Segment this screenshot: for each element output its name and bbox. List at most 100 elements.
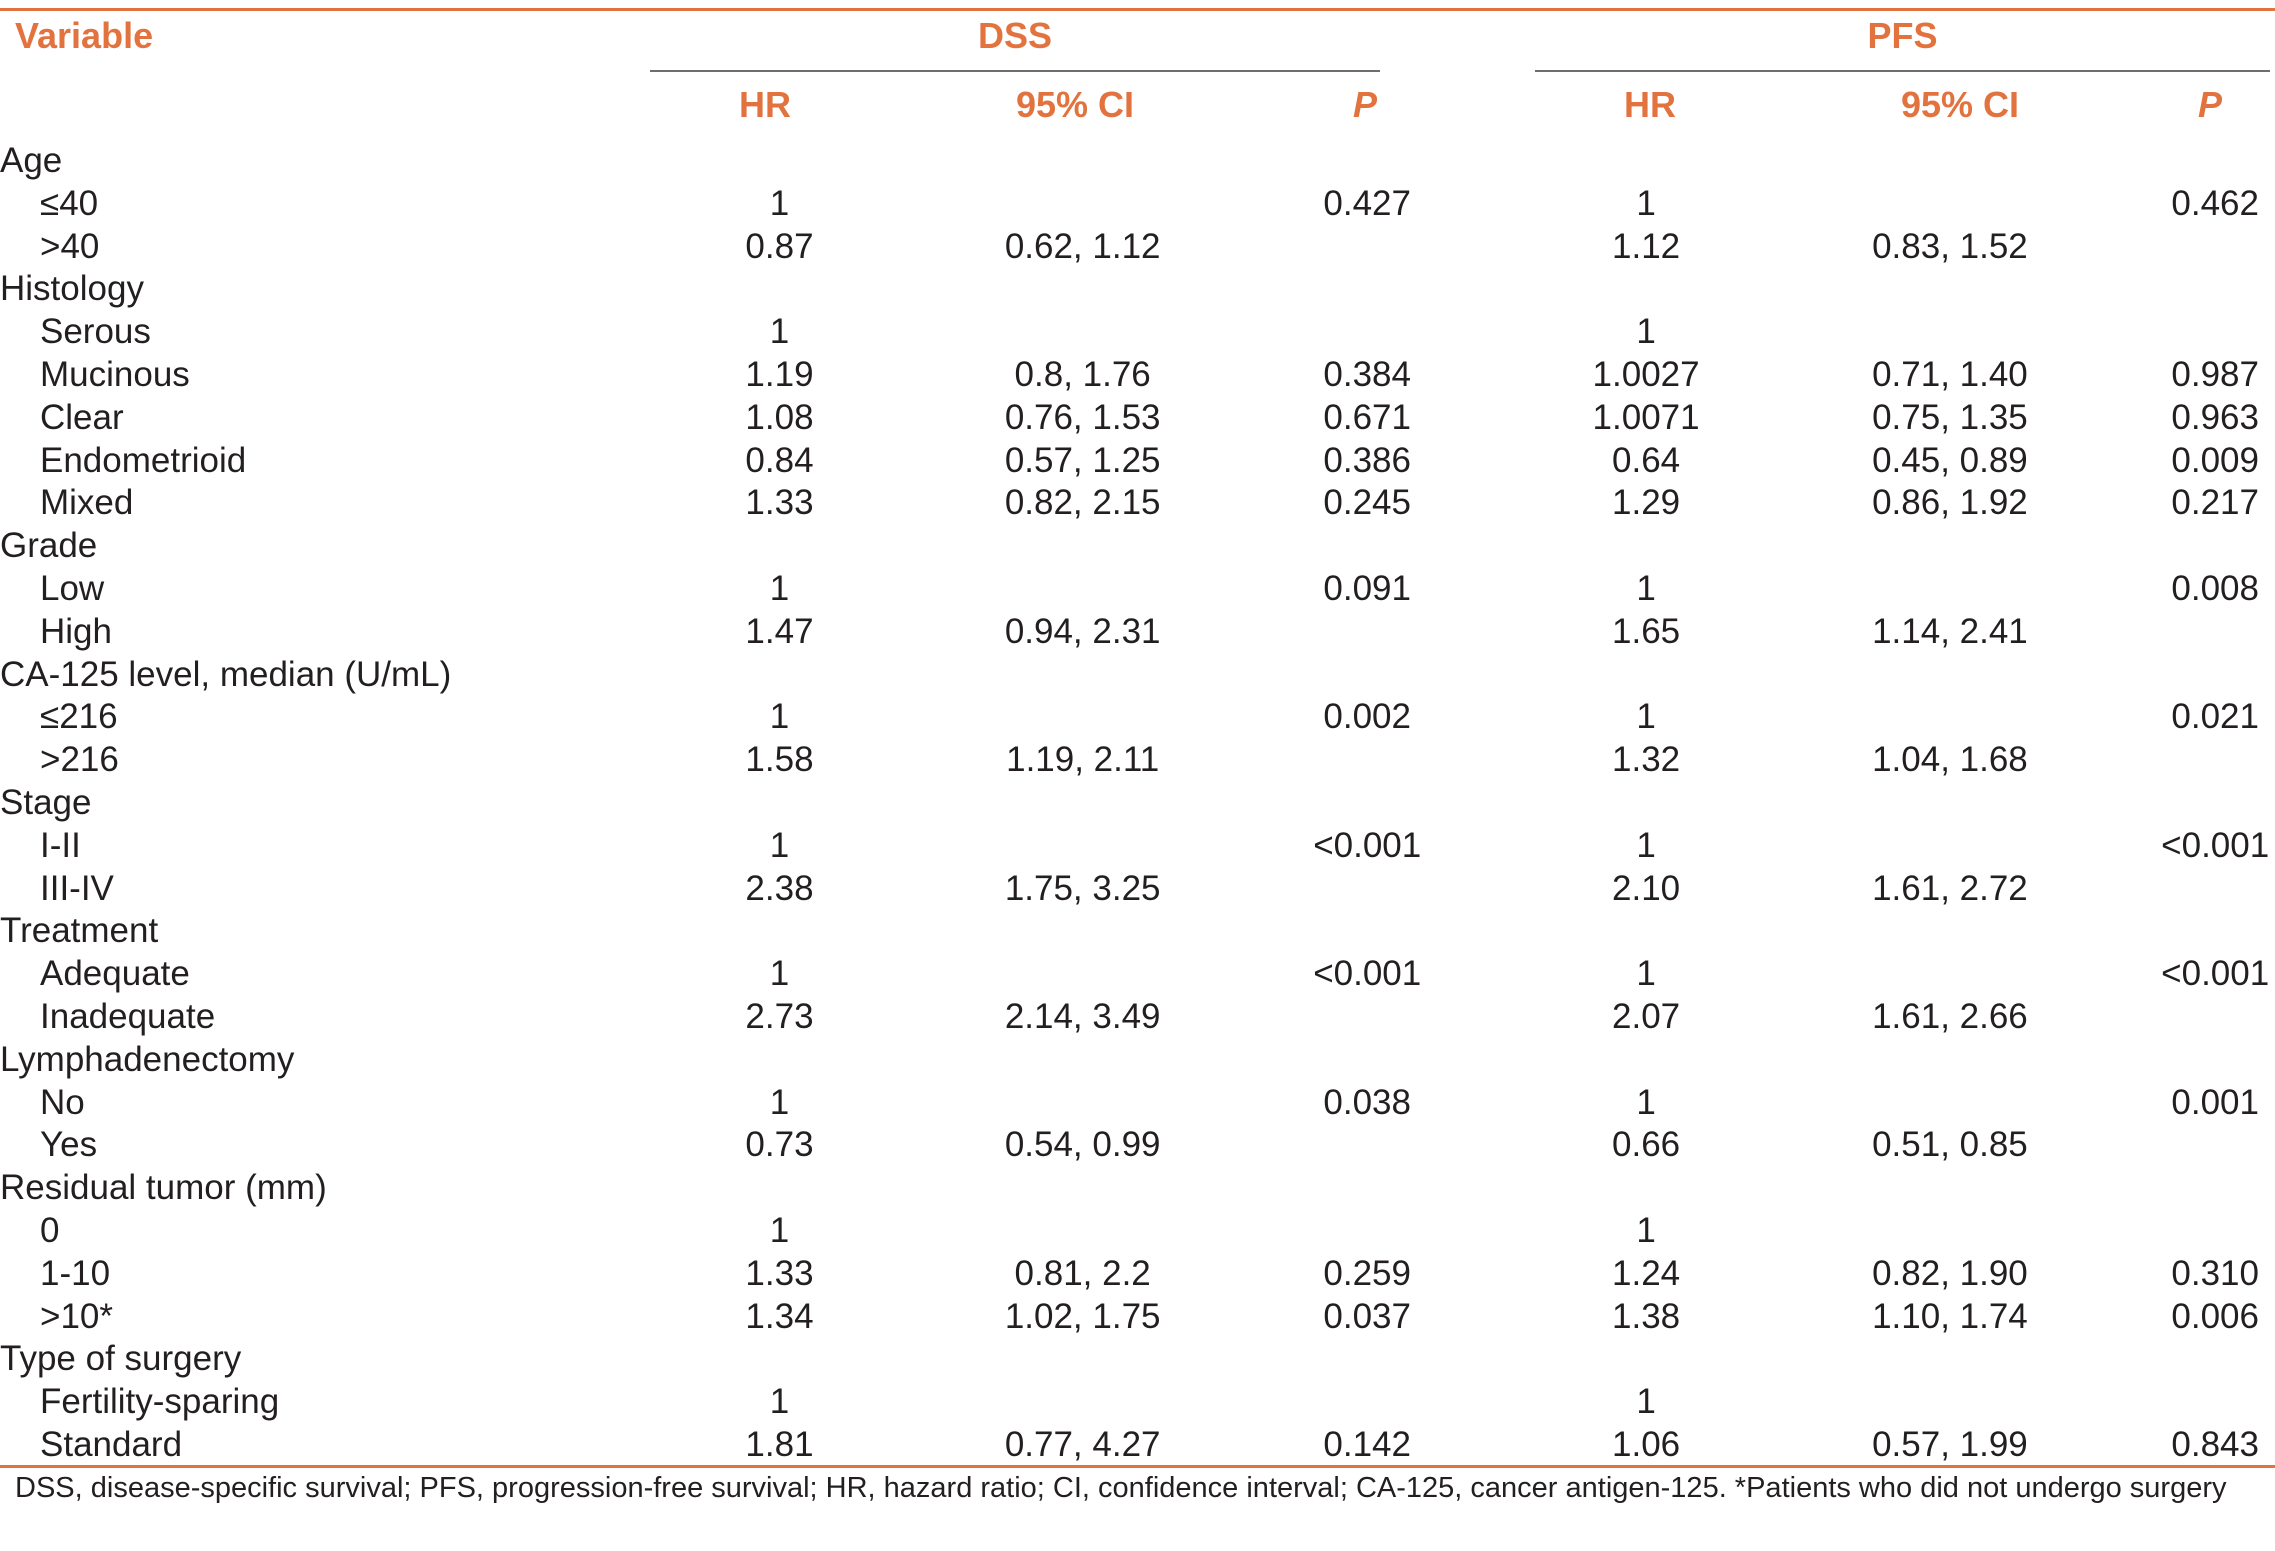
row-label: ≤40 [40, 183, 99, 223]
table-group-row: CA-125 level, median (U/mL) [0, 654, 2275, 697]
pfs-hr-cell: 2.07 [1612, 996, 1681, 1036]
dss-ci-cell [877, 1210, 1288, 1253]
dss-hr-cell: 1 [769, 312, 790, 352]
column-gap [1446, 782, 1547, 825]
dss-ci-cell [877, 910, 1288, 953]
pfs-hr-cell: 0.66 [1612, 1125, 1681, 1165]
top-rule [0, 8, 2275, 11]
pfs-p-cell: 0.963 [2171, 397, 2259, 437]
row-label: Endometrioid [40, 440, 247, 480]
dss-ci-cell [877, 1167, 1288, 1210]
pfs-p-cell [2155, 739, 2275, 782]
dss-ci-cell [877, 311, 1288, 354]
pfs-hr-cell: 1 [1636, 183, 1656, 223]
column-gap [1446, 1210, 1547, 1253]
column-gap [1446, 268, 1547, 311]
pfs-hr-cell [1548, 910, 1745, 953]
dss-hr-cell [682, 525, 877, 568]
pfs-ci-cell [1744, 1338, 2155, 1381]
table-row: Mixed 1.33 0.82, 2.15 0.245 1.29 0.86, 1.92 0.… [0, 482, 2275, 525]
dss-p-cell [1288, 1338, 1446, 1381]
column-gap [1446, 311, 1547, 354]
dss-p-cell [1288, 226, 1446, 269]
pfs-hr-cell: 1.12 [1612, 226, 1681, 266]
dss-hr-cell [682, 910, 877, 953]
row-label: >40 [40, 226, 100, 266]
pfs-hr-cell: 1.24 [1612, 1253, 1681, 1293]
table-row: Serous 1 1 [0, 311, 2275, 354]
pfs-ci-cell [1744, 910, 2155, 953]
pfs-ci-cell [1744, 782, 2155, 825]
pfs-ci-cell [1744, 1167, 2155, 1210]
dss-p-cell [1288, 311, 1446, 354]
header-pfs-p: P [2197, 84, 2222, 125]
header-pfs-ci: 95% CI [1900, 84, 2020, 125]
dss-hr-cell: 1.34 [745, 1296, 814, 1336]
dss-hr-cell: 1 [769, 1382, 790, 1422]
dss-ci-cell: 0.57, 1.25 [1004, 440, 1161, 480]
column-gap [1446, 440, 1547, 483]
dss-ci-cell [877, 1381, 1288, 1424]
pfs-group-underline [1535, 70, 2270, 72]
pfs-hr-cell: 1 [1636, 954, 1656, 994]
column-gap [1446, 611, 1547, 654]
pfs-p-cell [2155, 1167, 2275, 1210]
dss-p-cell: 0.038 [1323, 1082, 1411, 1122]
pfs-ci-cell [1744, 311, 2155, 354]
dss-p-cell: 0.037 [1323, 1296, 1411, 1336]
dss-p-cell [1288, 739, 1446, 782]
row-label: High [40, 611, 112, 651]
pfs-p-cell: 0.843 [2171, 1424, 2259, 1464]
table-row: Mucinous 1.19 0.8, 1.76 0.384 1.0027 0.71, 1.… [0, 354, 2275, 397]
dss-ci-cell: 0.81, 2.2 [1014, 1253, 1151, 1293]
dss-hr-cell [682, 1039, 877, 1082]
dss-hr-cell: 0.73 [745, 1125, 814, 1165]
pfs-ci-cell [1744, 825, 2155, 868]
column-gap [1446, 1082, 1547, 1125]
row-label: Fertility-sparing [40, 1382, 280, 1422]
pfs-ci-cell [1744, 268, 2155, 311]
dss-ci-cell: 1.02, 1.75 [1004, 1296, 1161, 1336]
column-gap [1446, 482, 1547, 525]
row-label: Lymphadenectomy [0, 1039, 295, 1079]
column-gap [1446, 825, 1547, 868]
dss-ci-cell [877, 525, 1288, 568]
row-label: >216 [40, 740, 119, 780]
pfs-ci-cell: 0.75, 1.35 [1872, 397, 2028, 437]
pfs-ci-cell [1744, 696, 2155, 739]
pfs-hr-cell: 1.32 [1612, 740, 1681, 780]
table-row: No 1 0.038 1 0.001 [0, 1082, 2275, 1125]
table-row: Low 1 0.091 1 0.008 [0, 568, 2275, 611]
dss-p-cell: <0.001 [1313, 825, 1422, 865]
dss-ci-cell [877, 1338, 1288, 1381]
pfs-hr-cell: 1.0071 [1592, 397, 1700, 437]
dss-ci-cell: 0.76, 1.53 [1004, 397, 1161, 437]
pfs-p-cell [2155, 1210, 2275, 1253]
row-label: Yes [40, 1125, 98, 1165]
dss-ci-cell: 0.54, 0.99 [1004, 1125, 1161, 1165]
row-label: Grade [0, 526, 98, 566]
dss-hr-cell: 1 [769, 825, 790, 865]
dss-p-cell [1288, 910, 1446, 953]
dss-p-cell [1288, 782, 1446, 825]
table-row: Fertility-sparing 1 1 [0, 1381, 2275, 1424]
table-footnote: DSS, disease-specific survival; PFS, pro… [15, 1472, 2227, 1504]
column-gap [1446, 568, 1547, 611]
pfs-hr-cell: 1.06 [1612, 1424, 1681, 1464]
table-group-row: Residual tumor (mm) [0, 1167, 2275, 1210]
row-label: 1-10 [40, 1253, 111, 1293]
table-row: Adequate 1 <0.001 1 <0.001 [0, 953, 2275, 996]
pfs-ci-cell [1744, 953, 2155, 996]
dss-p-cell: 0.091 [1323, 568, 1411, 608]
row-label: Mucinous [40, 354, 190, 394]
row-label: Inadequate [40, 996, 216, 1036]
column-gap [1446, 868, 1547, 911]
pfs-ci-cell: 0.71, 1.40 [1872, 354, 2028, 394]
pfs-hr-cell [1548, 1167, 1745, 1210]
pfs-p-cell: <0.001 [2161, 954, 2270, 994]
dss-p-cell [1288, 268, 1446, 311]
dss-hr-cell: 1.08 [745, 397, 814, 437]
pfs-ci-cell [1744, 568, 2155, 611]
dss-ci-cell [877, 696, 1288, 739]
pfs-p-cell [2155, 268, 2275, 311]
